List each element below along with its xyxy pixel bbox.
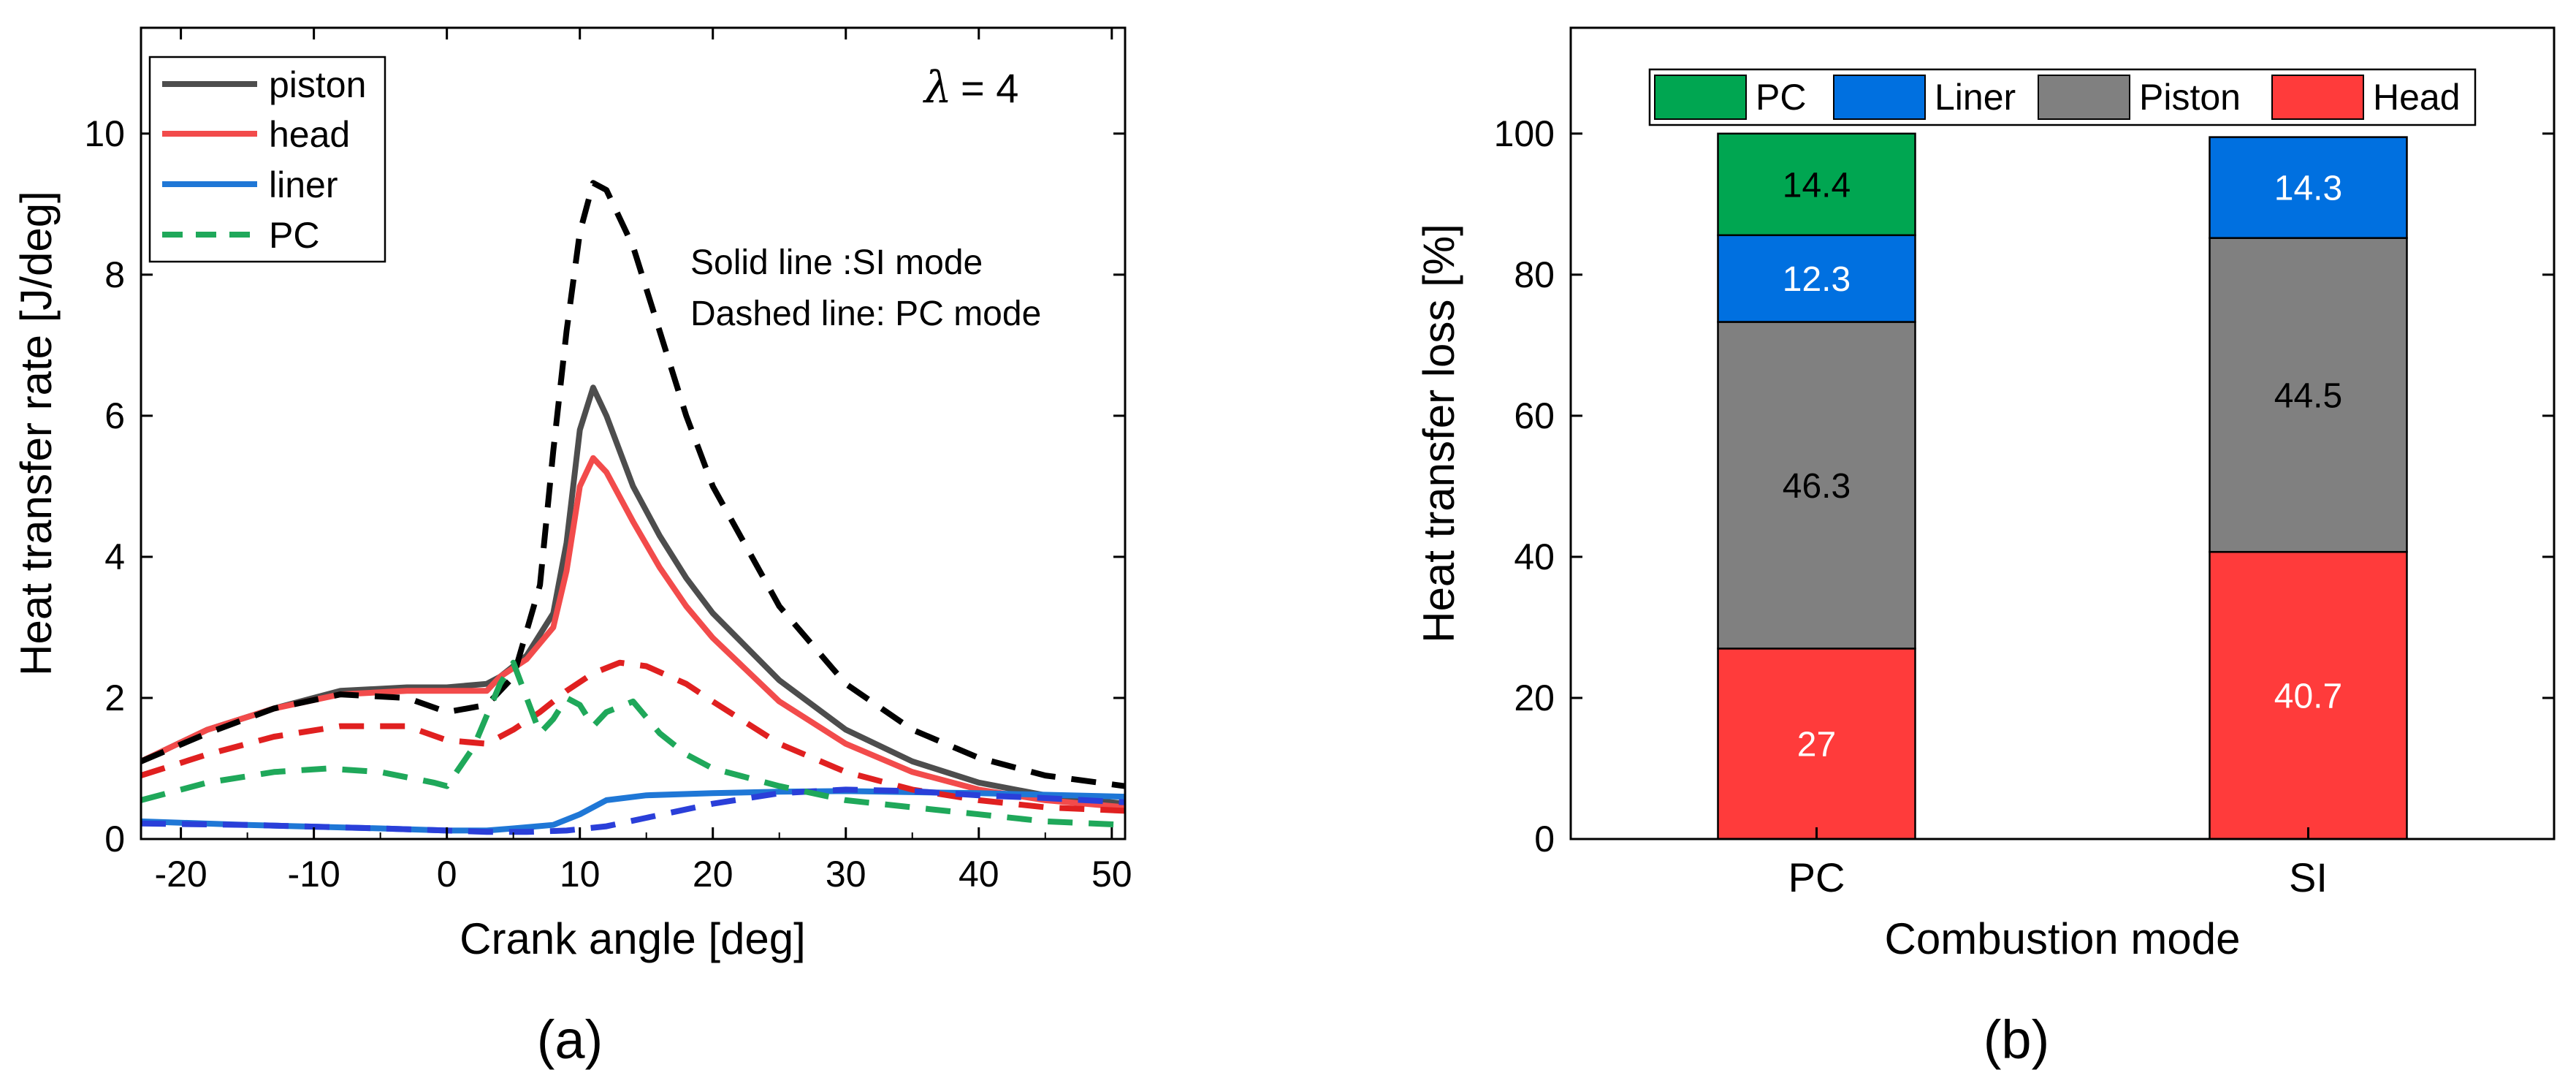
legend-swatch-liner-b [1833, 75, 1926, 120]
legend-label-pc: PC [269, 215, 319, 256]
panel-a-y-tick-label: 10 [84, 113, 125, 154]
legend-label-liner-b: Liner [1935, 77, 2016, 118]
panel-a-x-tick-label: 50 [1091, 854, 1132, 895]
panel-a-y-axis-title: Heat transfer rate [J/deg] [12, 191, 61, 676]
panel-a-y-tick-label: 0 [104, 819, 125, 859]
panel-a-x-tick-label: -10 [288, 854, 340, 895]
legend-swatch-head-b [2271, 75, 2364, 120]
panel-a-x-tick-label: 40 [959, 854, 999, 895]
legend-label-liner: liner [269, 164, 338, 205]
legend-label-piston-b: Piston [2139, 77, 2241, 118]
bar-data-label-liner-si: 14.3 [2274, 170, 2342, 208]
panel-a-x-tick-label: 30 [826, 854, 866, 895]
panel-b-y-tick-label: 20 [1514, 677, 1555, 718]
legend-label-head: head [269, 114, 350, 155]
panel-b-plot-frame [1569, 26, 2556, 840]
panel-b-x-tick-label-si: SI [2289, 854, 2328, 900]
legend-swatch-pc-b [1654, 75, 1747, 120]
panel-a-x-tick-label: -20 [154, 854, 207, 895]
lambda-annotation: λ = 4 [923, 62, 1018, 113]
bar-segment-head-pc [1717, 648, 1916, 839]
panel-a-plot-frame [140, 26, 1127, 840]
series-line-pc [141, 659, 1125, 828]
panel-b-y-tick-label: 0 [1534, 819, 1555, 859]
bar-segment-pc-pc [1717, 132, 1916, 237]
panel-b-y-tick-label: 40 [1514, 536, 1555, 577]
legend-label-head-b: Head [2373, 77, 2461, 118]
legend-label-piston: piston [269, 64, 366, 105]
panel-b-caption: (b) [1984, 1009, 2049, 1070]
panel-b-stacked-bar-chart: PC SI 0 20 40 60 80 100 27 46.3 12.3 14.4 40.7 44.5 1… [1414, 26, 2556, 1070]
bar-data-label-head-pc: 27 [1797, 726, 1836, 764]
series-line-piston-pc [141, 180, 1125, 789]
legend-swatch-piston-b [2038, 75, 2130, 120]
panel-a-line-chart: -20 -10 0 10 20 30 40 50 0 2 4 6 8 10 Crank angle [de… [12, 26, 1132, 1070]
panel-b-x-tick-label-pc: PC [1788, 854, 1845, 900]
panel-b-y-tick-label: 60 [1514, 395, 1555, 436]
panel-b-y-tick-label: 100 [1494, 113, 1555, 154]
bar-data-label-piston-si: 44.5 [2274, 376, 2342, 415]
panel-a-x-tick-label: 20 [693, 854, 733, 895]
panel-b-x-axis-title: Combustion mode [1885, 914, 2241, 963]
series-line-head-pc [141, 659, 1125, 814]
panel-b-y-axis-title: Heat transfer loss [%] [1414, 224, 1463, 643]
series-line-piston-si [141, 384, 1125, 807]
lambda-symbol: λ [923, 62, 952, 113]
panel-a-legend-box [148, 56, 386, 263]
panel-b-y-tick-label: 80 [1514, 254, 1555, 295]
panel-a-y-tick-label: 2 [104, 677, 125, 718]
note-dashed-line: Dashed line: PC mode [690, 295, 1041, 333]
panel-a-y-tick-label: 6 [104, 395, 125, 436]
note-solid-line: Solid line :SI mode [690, 243, 983, 282]
bar-data-label-liner-pc: 12.3 [1783, 260, 1851, 299]
series-line-head-si [141, 455, 1125, 811]
panel-a-x-axis-title: Crank angle [deg] [460, 914, 806, 963]
panel-a-x-tick-label: 0 [437, 854, 457, 895]
bar-data-label-pc-pc: 14.4 [1783, 166, 1851, 205]
bar-segment-piston-pc [1717, 321, 1916, 650]
panel-a-y-tick-label: 8 [104, 254, 125, 295]
panel-b-legend: PC Liner Piston Head [1648, 68, 2477, 126]
bar-segment-head-si [2209, 550, 2408, 839]
bar-segment-liner-si [2209, 136, 2408, 239]
lambda-value: = 4 [961, 65, 1018, 111]
bar-segment-liner-pc [1717, 234, 1916, 323]
legend-label-pc-b: PC [1756, 77, 1806, 118]
panel-a-caption: (a) [537, 1009, 603, 1070]
bar-data-label-piston-pc: 46.3 [1783, 467, 1851, 506]
bar-data-label-head-si: 40.7 [2274, 677, 2342, 716]
panel-a-legend: piston head liner PC [148, 56, 386, 263]
panel-a-x-tick-label: 10 [560, 854, 601, 895]
bar-segment-piston-si [2209, 237, 2408, 553]
panel-a-y-tick-label: 4 [104, 536, 125, 577]
